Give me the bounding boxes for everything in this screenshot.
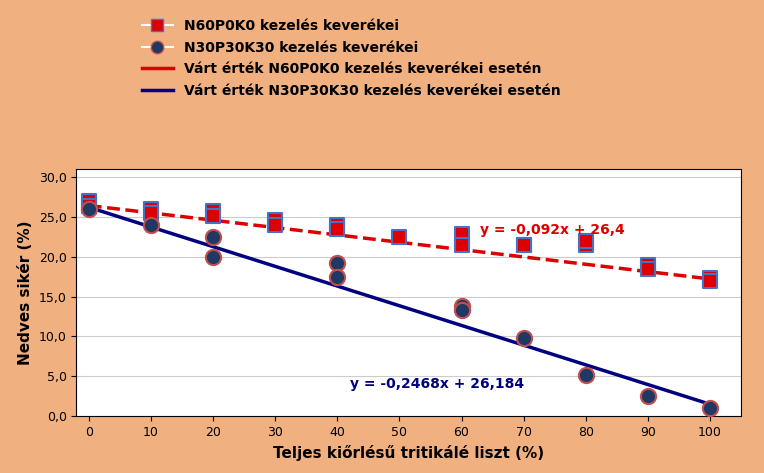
Point <box>207 253 219 261</box>
Point <box>83 197 95 204</box>
Point <box>331 221 343 228</box>
Point <box>207 212 219 219</box>
Point <box>517 241 529 248</box>
X-axis label: Teljes kiőrlésű tritikálé liszt (%): Teljes kiőrlésű tritikálé liszt (%) <box>274 445 544 461</box>
Point <box>145 209 157 217</box>
Point <box>207 233 219 240</box>
Point <box>393 233 406 240</box>
Point <box>642 265 654 272</box>
Point <box>580 241 592 248</box>
Legend: N60P0K0 kezelés keverékei, N30P30K30 kezelés keverékei, Várt érték N60P0K0 kezel: N60P0K0 kezelés keverékei, N30P30K30 kez… <box>137 13 566 104</box>
Point <box>704 404 716 412</box>
Point <box>517 241 529 248</box>
Point <box>207 207 219 215</box>
Point <box>83 202 95 210</box>
Point <box>331 273 343 280</box>
Point <box>83 205 95 212</box>
Point <box>455 302 468 310</box>
Point <box>331 259 343 267</box>
Y-axis label: Nedves sikér (%): Nedves sikér (%) <box>18 220 34 365</box>
Point <box>145 205 157 212</box>
Point <box>642 393 654 400</box>
Text: y = -0,2468x + 26,184: y = -0,2468x + 26,184 <box>350 377 524 391</box>
Point <box>704 277 716 284</box>
Point <box>269 221 281 228</box>
Point <box>455 307 468 314</box>
Point <box>331 225 343 232</box>
Point <box>580 237 592 245</box>
Point <box>455 230 468 238</box>
Point <box>580 371 592 378</box>
Point <box>145 221 157 228</box>
Point <box>517 334 529 342</box>
Point <box>704 274 716 282</box>
Text: y = -0,092x + 26,4: y = -0,092x + 26,4 <box>481 223 625 237</box>
Point <box>642 261 654 268</box>
Point <box>455 241 468 248</box>
Point <box>269 216 281 224</box>
